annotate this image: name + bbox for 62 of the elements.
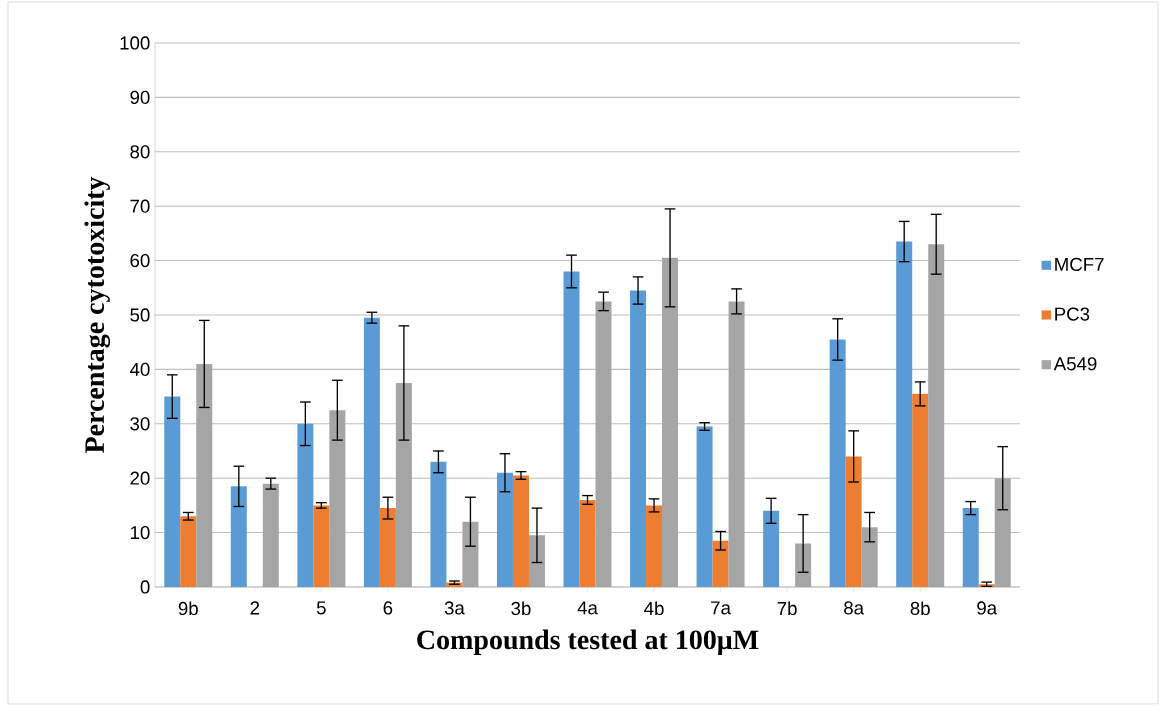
x-axis-title: Compounds tested at 100μM	[417, 629, 759, 655]
y-tick-label: 0	[140, 580, 150, 594]
bar	[928, 244, 945, 587]
bar	[861, 527, 878, 587]
bar	[363, 317, 380, 587]
bar	[630, 290, 647, 587]
x-tick-label: 8b	[910, 601, 930, 616]
bar	[712, 540, 729, 587]
bar	[180, 516, 197, 587]
bar	[728, 301, 745, 587]
bar	[994, 478, 1011, 587]
bar	[896, 241, 913, 587]
legend-label: PC3	[1055, 307, 1090, 321]
bar	[430, 461, 447, 587]
x-tick-label: 3b	[511, 601, 531, 616]
bar	[912, 393, 929, 587]
bar	[262, 483, 279, 587]
x-tick-label: 9b	[178, 601, 198, 616]
legend-label: MCF7	[1055, 257, 1104, 271]
x-tick-label: 4b	[644, 601, 664, 616]
x-tick-label: 8a	[844, 601, 865, 615]
bar	[646, 505, 663, 587]
y-tick-label: 20	[130, 471, 150, 485]
y-tick-label: 80	[130, 145, 150, 159]
y-tick-label: 50	[130, 308, 150, 322]
x-tick-label: 3a	[444, 601, 465, 615]
bar	[763, 510, 780, 587]
legend-label: A549	[1053, 357, 1097, 371]
bar	[395, 382, 412, 587]
x-tick-label: 7b	[777, 601, 797, 616]
y-tick-label: 100	[120, 36, 150, 50]
bar	[313, 505, 330, 587]
y-tick-label: 40	[129, 362, 150, 376]
bar	[512, 475, 529, 587]
bar	[829, 339, 846, 587]
bar	[230, 486, 247, 587]
bar	[164, 396, 181, 587]
y-tick-label: 70	[130, 199, 150, 213]
bar	[662, 257, 679, 587]
bar	[329, 410, 346, 587]
bar	[379, 508, 396, 587]
bar	[579, 499, 596, 587]
bar	[595, 301, 612, 587]
y-tick-label: 30	[130, 417, 150, 431]
x-tick-label: 5	[316, 601, 326, 615]
y-axis-title: Percentage cytotoxicity	[84, 176, 111, 454]
bar	[462, 521, 479, 587]
y-tick-label: 60	[130, 253, 150, 268]
x-tick-label: 4a	[577, 601, 598, 615]
bar	[962, 508, 979, 587]
y-tick-label: 10	[130, 525, 150, 540]
bar	[496, 472, 513, 587]
bar	[196, 363, 213, 587]
x-tick-label: 2	[250, 601, 260, 615]
y-tick-label: 90	[130, 90, 150, 104]
bar	[696, 426, 713, 587]
bar	[845, 456, 862, 587]
bar	[297, 423, 314, 587]
x-tick-label: 9a	[977, 601, 998, 615]
bar	[563, 271, 580, 587]
x-tick-label: 6	[383, 601, 393, 615]
x-tick-label: 7a	[711, 601, 731, 615]
